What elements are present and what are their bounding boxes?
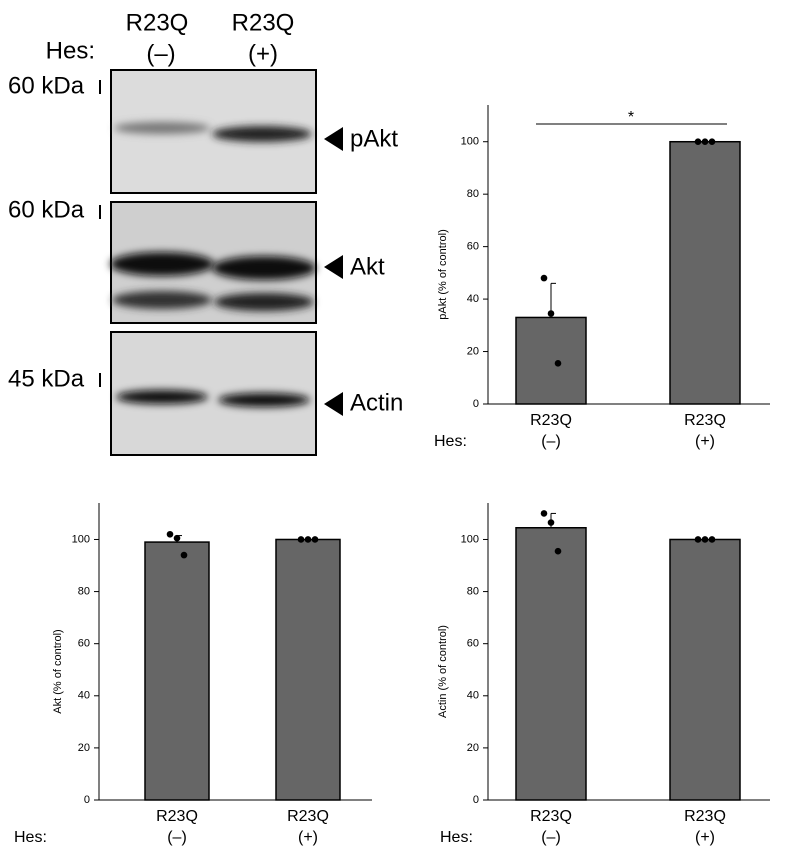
lane-name: R23Q bbox=[126, 9, 189, 36]
data-point bbox=[540, 274, 548, 282]
y-tick-label: 20 bbox=[467, 345, 479, 357]
row-label: Hes: bbox=[46, 37, 95, 64]
data-point bbox=[173, 534, 181, 542]
lane-sign: (–) bbox=[146, 40, 175, 67]
row-label: Hes: bbox=[14, 829, 47, 846]
y-tick-label: 100 bbox=[72, 533, 90, 545]
x-tick-sublabel: (–) bbox=[541, 433, 561, 450]
bar bbox=[669, 538, 741, 801]
blot-panel bbox=[110, 331, 317, 456]
y-tick-label: 0 bbox=[473, 794, 479, 806]
data-point bbox=[708, 536, 716, 543]
x-tick-label: R23Q bbox=[530, 412, 572, 429]
y-tick-label: 0 bbox=[473, 398, 479, 410]
data-point bbox=[547, 310, 555, 317]
y-tick-label: 60 bbox=[467, 241, 479, 253]
y-tick-label: 40 bbox=[467, 690, 479, 702]
x-tick-sublabel: (+) bbox=[695, 829, 715, 846]
x-tick-label: R23Q bbox=[684, 412, 726, 429]
y-tick-label: 80 bbox=[467, 188, 479, 200]
y-tick-label: 100 bbox=[461, 136, 479, 148]
x-tick-label: R23Q bbox=[530, 808, 572, 825]
y-tick-label: 0 bbox=[84, 794, 90, 806]
target-label: pAkt bbox=[350, 125, 398, 152]
data-point bbox=[708, 138, 716, 146]
data-point bbox=[701, 536, 709, 543]
x-tick-sublabel: (+) bbox=[298, 829, 318, 846]
y-tick-label: 40 bbox=[467, 293, 479, 305]
bar bbox=[275, 538, 341, 801]
annotation: * bbox=[628, 109, 634, 126]
bar bbox=[515, 316, 587, 405]
bar bbox=[144, 541, 210, 801]
data-point bbox=[180, 551, 188, 559]
x-tick-sublabel: (–) bbox=[541, 829, 561, 846]
y-axis-label: pAkt (% of control) bbox=[437, 229, 449, 319]
y-tick-label: 40 bbox=[78, 690, 90, 702]
y-tick-label: 80 bbox=[78, 585, 90, 597]
y-tick-label: 80 bbox=[467, 585, 479, 597]
data-point bbox=[304, 536, 312, 543]
size-label: 60 kDa bbox=[8, 196, 85, 223]
y-tick-label: 60 bbox=[78, 638, 90, 650]
data-point bbox=[297, 536, 305, 543]
data-point bbox=[694, 138, 702, 146]
size-label: 45 kDa bbox=[8, 365, 85, 392]
blot-panel bbox=[110, 69, 317, 194]
y-tick-label: 60 bbox=[467, 638, 479, 650]
data-point bbox=[166, 530, 174, 538]
row-label: Hes: bbox=[440, 829, 473, 846]
y-tick-label: 20 bbox=[78, 742, 90, 754]
data-point bbox=[554, 547, 562, 555]
bar bbox=[515, 527, 587, 801]
y-axis-label: Actin (% of control) bbox=[437, 625, 449, 718]
x-tick-label: R23Q bbox=[156, 808, 198, 825]
y-axis-label: Akt (% of control) bbox=[52, 629, 64, 713]
data-point bbox=[554, 360, 562, 367]
size-label: 60 kDa bbox=[8, 72, 85, 99]
x-tick-sublabel: (–) bbox=[167, 829, 187, 846]
x-tick-sublabel: (+) bbox=[695, 433, 715, 450]
data-point bbox=[540, 510, 548, 517]
target-label: Actin bbox=[350, 389, 403, 416]
x-tick-label: R23Q bbox=[287, 808, 329, 825]
x-tick-label: R23Q bbox=[684, 808, 726, 825]
y-tick-label: 100 bbox=[461, 533, 479, 545]
data-point bbox=[694, 536, 702, 543]
bar bbox=[669, 140, 741, 405]
data-point bbox=[701, 138, 709, 146]
lane-name: R23Q bbox=[232, 9, 295, 36]
lane-sign: (+) bbox=[248, 40, 278, 67]
target-label: Akt bbox=[350, 253, 385, 280]
row-label: Hes: bbox=[434, 433, 467, 450]
blot-panel bbox=[110, 201, 317, 324]
data-point bbox=[311, 536, 319, 543]
y-tick-label: 20 bbox=[467, 742, 479, 754]
data-point bbox=[547, 519, 555, 526]
